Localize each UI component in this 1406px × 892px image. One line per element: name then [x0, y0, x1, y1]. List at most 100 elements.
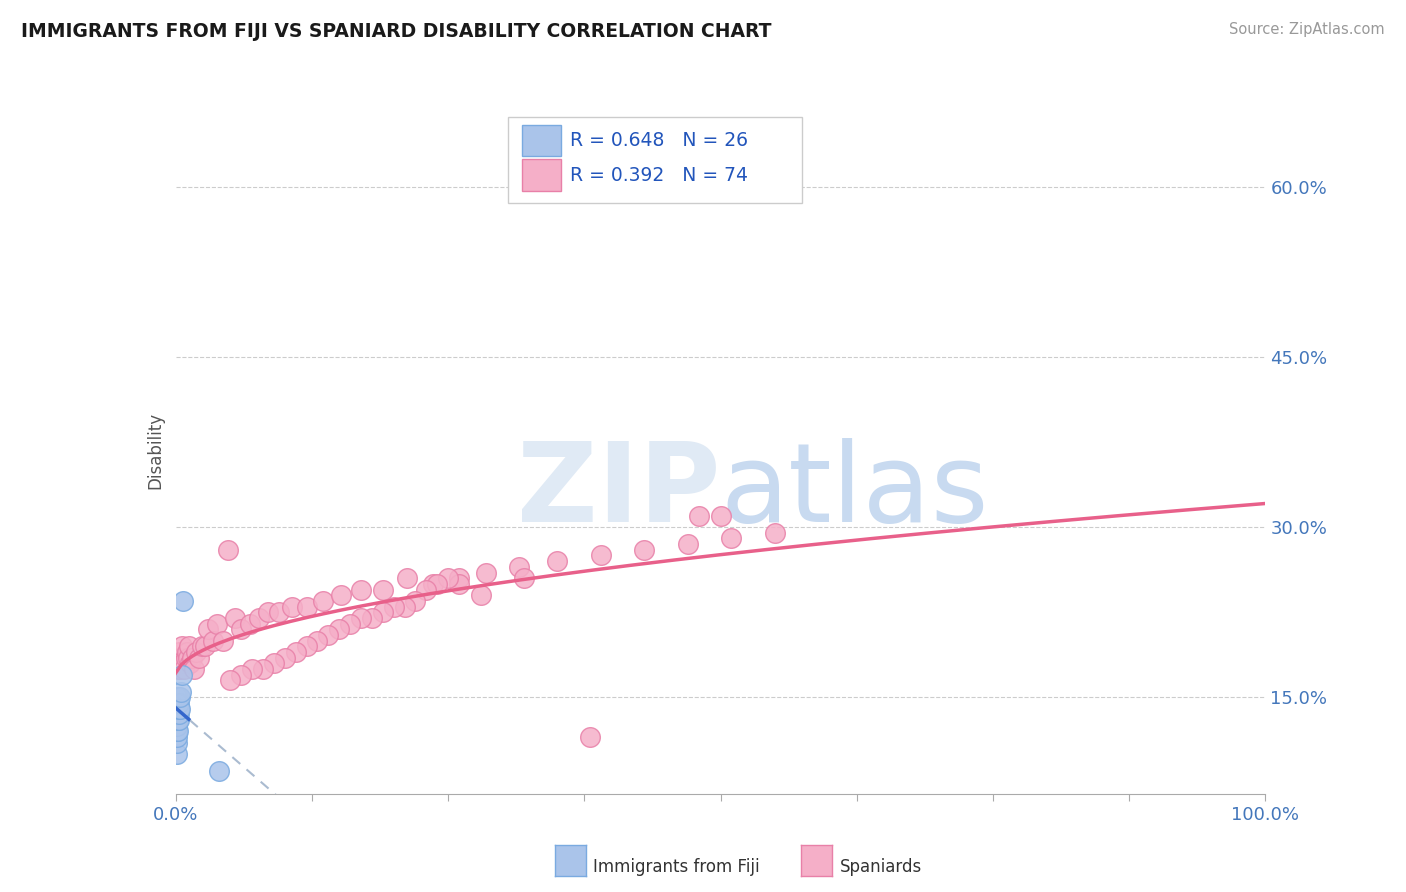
Point — [194, 640, 217, 654]
Point — [197, 622, 219, 636]
Point — [170, 650, 193, 665]
Point — [167, 707, 190, 722]
Point — [166, 702, 188, 716]
Text: ZIP: ZIP — [517, 438, 721, 545]
Point — [579, 730, 602, 744]
Point — [633, 542, 655, 557]
Point — [176, 645, 198, 659]
Point — [172, 594, 194, 608]
Point — [167, 696, 190, 710]
Point — [307, 633, 329, 648]
Point — [371, 582, 394, 597]
Point — [513, 571, 536, 585]
Point — [350, 611, 373, 625]
Point — [183, 662, 205, 676]
Point — [219, 673, 242, 688]
Point — [589, 549, 612, 563]
Point — [181, 650, 204, 665]
Text: IMMIGRANTS FROM FIJI VS SPANIARD DISABILITY CORRELATION CHART: IMMIGRANTS FROM FIJI VS SPANIARD DISABIL… — [21, 22, 772, 41]
Point — [167, 662, 190, 676]
Point — [166, 719, 188, 733]
Point — [508, 559, 530, 574]
Point — [426, 577, 449, 591]
Point — [166, 724, 188, 739]
Point — [169, 690, 191, 705]
Point — [422, 577, 444, 591]
Point — [169, 662, 191, 676]
FancyBboxPatch shape — [522, 125, 561, 156]
Point — [169, 702, 191, 716]
FancyBboxPatch shape — [522, 160, 561, 191]
Text: R = 0.648   N = 26: R = 0.648 N = 26 — [571, 131, 748, 150]
Point — [186, 645, 208, 659]
FancyBboxPatch shape — [508, 118, 803, 203]
Point — [546, 554, 568, 568]
Point — [172, 657, 194, 671]
Point — [166, 707, 188, 722]
Y-axis label: Disability: Disability — [146, 412, 165, 489]
Point — [312, 594, 335, 608]
Point — [224, 611, 246, 625]
Point — [177, 650, 200, 665]
Point — [281, 599, 304, 614]
Point — [257, 605, 280, 619]
Point — [339, 616, 361, 631]
Point — [167, 645, 190, 659]
Point — [239, 616, 262, 631]
Point — [173, 662, 195, 676]
Point — [167, 696, 190, 710]
Point — [318, 628, 340, 642]
Point — [167, 713, 190, 727]
Point — [166, 730, 188, 744]
Point — [211, 633, 233, 648]
Point — [274, 650, 297, 665]
Point — [405, 594, 427, 608]
Point — [470, 588, 492, 602]
Text: Spaniards: Spaniards — [839, 858, 921, 876]
Point — [187, 650, 209, 665]
Point — [371, 605, 394, 619]
Point — [167, 707, 190, 722]
Point — [437, 571, 460, 585]
Point — [166, 713, 188, 727]
Point — [166, 747, 188, 761]
Point — [205, 616, 228, 631]
Point — [167, 724, 190, 739]
Text: Immigrants from Fiji: Immigrants from Fiji — [593, 858, 761, 876]
Point — [360, 611, 382, 625]
Point — [179, 657, 201, 671]
Point — [166, 736, 188, 750]
Point — [231, 667, 253, 681]
Point — [172, 667, 194, 681]
Point — [295, 640, 318, 654]
Point — [394, 599, 416, 614]
Point — [263, 657, 285, 671]
Point — [763, 525, 786, 540]
Point — [166, 696, 188, 710]
Point — [167, 713, 190, 727]
Point — [201, 633, 224, 648]
Text: R = 0.392   N = 74: R = 0.392 N = 74 — [571, 166, 748, 185]
Point — [208, 764, 231, 779]
Point — [328, 622, 350, 636]
Point — [720, 532, 742, 546]
Point — [174, 650, 197, 665]
Text: Source: ZipAtlas.com: Source: ZipAtlas.com — [1229, 22, 1385, 37]
Point — [688, 508, 710, 523]
Point — [415, 582, 437, 597]
Point — [269, 605, 291, 619]
Point — [170, 684, 193, 698]
Point — [295, 599, 318, 614]
Point — [475, 566, 498, 580]
Point — [167, 702, 190, 716]
Point — [177, 640, 200, 654]
Point — [166, 690, 188, 705]
Point — [350, 582, 373, 597]
Point — [447, 577, 470, 591]
Point — [330, 588, 353, 602]
Point — [447, 571, 470, 585]
Point — [172, 640, 194, 654]
Point — [166, 650, 188, 665]
Point — [382, 599, 405, 614]
Point — [676, 537, 699, 551]
